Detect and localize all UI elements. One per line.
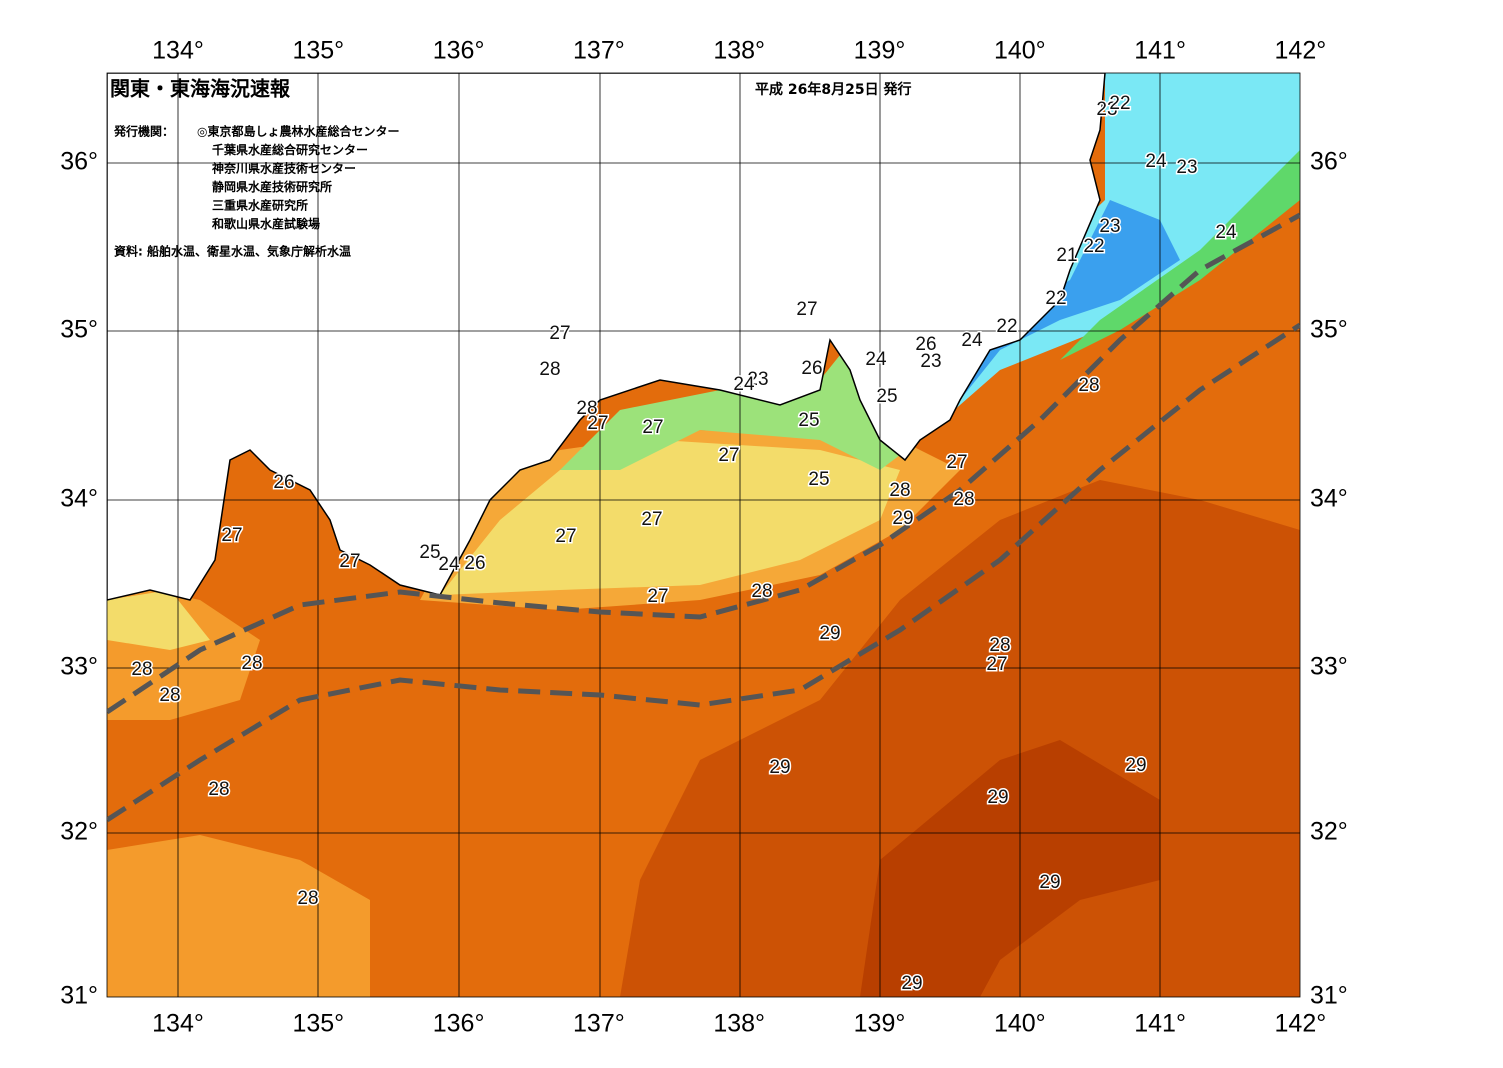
lon-label: 135°: [292, 37, 344, 65]
lon-label: 140°: [994, 1010, 1046, 1038]
contour-label: 21: [1056, 245, 1077, 266]
lon-label: 136°: [433, 1010, 485, 1038]
title: 関東・東海海況速報: [110, 77, 291, 101]
lon-label: 137°: [573, 1010, 625, 1038]
contour-label: 27: [641, 509, 662, 530]
contour-label: 29: [1039, 872, 1060, 893]
contour-label: 28: [131, 659, 152, 680]
contour-label: 23: [747, 369, 768, 390]
contour-label: 29: [1125, 755, 1146, 776]
contour-label: 25: [419, 542, 440, 563]
kuroshio-axis: [107, 212, 1300, 823]
agency: 和歌山県水産試験場: [211, 216, 320, 231]
lat-label: 35°: [60, 316, 98, 344]
contour-label: 27: [642, 417, 663, 438]
contour-label: 23: [1099, 216, 1120, 237]
contour-label: 27: [718, 445, 739, 466]
contour-label: 28: [576, 398, 597, 419]
contour-label: 23: [920, 351, 941, 372]
lon-label: 141°: [1134, 1010, 1186, 1038]
lon-label: 139°: [854, 37, 906, 65]
lat-label: 31°: [1310, 982, 1348, 1010]
lon-label: 134°: [152, 1010, 204, 1038]
contour-label: 29: [819, 623, 840, 644]
contour-label: 25: [798, 410, 819, 431]
contour-label: 23: [1176, 157, 1197, 178]
lat-label: 33°: [60, 653, 98, 681]
contour-label: 24: [438, 554, 460, 575]
lon-label: 136°: [433, 37, 485, 65]
lat-label: 34°: [60, 485, 98, 513]
contour-label: 28: [539, 359, 560, 380]
contour-label: 24: [961, 330, 983, 351]
lat-label: 33°: [1310, 653, 1348, 681]
lon-label: 135°: [292, 1010, 344, 1038]
contour-label: 28: [989, 635, 1010, 656]
contour-label: 27: [647, 586, 668, 607]
contour-label: 28: [159, 685, 180, 706]
issue-date: 平成 26年8月25日 発行: [755, 81, 911, 98]
contour-label: 27: [587, 413, 608, 434]
contour-label: 28: [953, 489, 974, 510]
contour-label: 22: [996, 316, 1017, 337]
source: 資料: 船舶水温、衛星水温、気象庁解析水温: [114, 244, 351, 259]
lon-label: 142°: [1275, 37, 1327, 65]
contour-label: 23: [1096, 99, 1117, 120]
agency: 千葉県水産総合研究センター: [212, 142, 368, 157]
contour-label: 27: [796, 299, 817, 320]
lat-label: 32°: [1310, 818, 1348, 846]
lon-label: 138°: [713, 1010, 765, 1038]
agency: 神奈川県水産技術センター: [212, 161, 356, 176]
contour-label: 28: [889, 480, 910, 501]
contour-label: 26: [464, 553, 485, 574]
lat-label: 36°: [60, 148, 98, 176]
contour-label: 29: [901, 973, 922, 994]
contour-label: 27: [339, 551, 360, 572]
agency: ◎東京都島しょ農林水産総合センター: [197, 124, 399, 139]
agency: 静岡県水産技術研究所: [212, 179, 332, 194]
contour-label: 24: [1215, 222, 1237, 243]
lon-label: 138°: [713, 37, 765, 65]
contour-label: 27: [986, 654, 1007, 675]
contour-label: 28: [241, 653, 262, 674]
contour-label: 29: [769, 757, 790, 778]
contour-label: 26: [273, 472, 294, 493]
lat-label: 34°: [1310, 485, 1348, 513]
contour-label: 27: [946, 452, 967, 473]
lat-label: 35°: [1310, 316, 1348, 344]
lat-label: 36°: [1310, 148, 1348, 176]
contour-label: 29: [987, 787, 1008, 808]
contour-label: 22: [1045, 288, 1066, 309]
agencies-label: 発行機関：: [113, 124, 174, 139]
lon-label: 140°: [994, 37, 1046, 65]
land: [107, 73, 1106, 601]
contour-label: 22: [1109, 93, 1130, 114]
lon-label: 134°: [152, 37, 204, 65]
agency: 三重県水産研究所: [212, 198, 308, 213]
contour-label: 28: [1078, 375, 1099, 396]
contour-label: 26: [915, 334, 936, 355]
lon-label: 139°: [854, 1010, 906, 1038]
contour-label: 24: [733, 374, 755, 395]
contour-label: 29: [892, 508, 913, 529]
lat-label: 31°: [60, 982, 98, 1010]
grid: [106, 72, 1301, 998]
contour-label: 24: [865, 349, 887, 370]
contour-label: 25: [876, 386, 897, 407]
lon-label: 137°: [573, 37, 625, 65]
lon-label: 141°: [1134, 37, 1186, 65]
contour-label: 22: [1083, 236, 1104, 257]
contour-label: 27: [549, 323, 570, 344]
contour-label: 28: [208, 779, 229, 800]
contour-label: 28: [751, 581, 772, 602]
lon-label: 142°: [1275, 1010, 1327, 1038]
lat-label: 32°: [60, 818, 98, 846]
contour-label: 26: [801, 358, 822, 379]
contour-label: 24: [1145, 151, 1167, 172]
contour-label: 27: [221, 525, 242, 546]
contour-label: 25: [808, 469, 829, 490]
contour-label: 28: [297, 888, 318, 909]
contour-label: 27: [555, 526, 576, 547]
